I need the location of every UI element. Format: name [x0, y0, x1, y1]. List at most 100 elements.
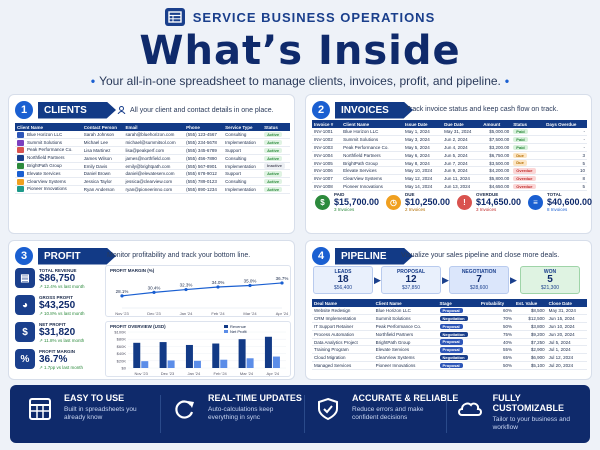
column-header[interactable]: Contact Person: [81, 123, 124, 131]
column-header[interactable]: Status: [511, 120, 545, 128]
summary-text: TOTAL $40,600.00 8 Invoices: [547, 192, 592, 212]
column-header[interactable]: Est. Value: [514, 299, 547, 307]
status-cell: Paid: [511, 143, 545, 152]
table-row[interactable]: ClearView Systems Jessica Taylor jessica@c…: [15, 177, 290, 187]
kpi-value: 36.7%: [39, 354, 68, 365]
pipeline-stage-proposal[interactable]: PROPOSAL 12 $37,850: [381, 266, 441, 294]
table-row[interactable]: INV-1002 Summit Solutions May 3, 2024 Jun 2…: [312, 135, 587, 145]
client-cell: ClearView Systems: [341, 174, 404, 184]
bar-revenue: [238, 339, 246, 368]
margin-data-label: 32.3%: [180, 283, 193, 288]
margin-data-label: 30.4%: [148, 285, 161, 290]
deal-cell: Training Program: [312, 345, 374, 355]
stage-badge: Proposal: [439, 362, 463, 369]
id-cell: INV-1001: [312, 128, 342, 137]
column-header[interactable]: Issue Date: [403, 120, 443, 128]
table-row[interactable]: Summit Solutions Michael Lee michael@summi…: [15, 138, 290, 148]
table-icon: [164, 8, 185, 26]
stage-badge: Proposal: [439, 347, 463, 353]
status-badge: Active: [264, 147, 283, 154]
table-row[interactable]: Blue Horizon LLC Sarah Johnson sarah@blueh…: [15, 131, 290, 140]
table-row[interactable]: Peak Performance Co. Lisa Martinez lisa@pe…: [15, 146, 290, 155]
close-cell: May 31, 2024: [546, 307, 587, 316]
prob-cell: 40%: [478, 338, 514, 347]
prob-cell: 50%: [478, 361, 514, 370]
column-header[interactable]: Phone: [184, 123, 224, 131]
amount-cell: $5,800.00: [481, 174, 512, 184]
table-row[interactable]: Data Analytics Project BrightPath Group Pr…: [312, 338, 587, 347]
kpi-change: ↗ 10.8% vs last month: [39, 311, 85, 316]
table-row[interactable]: CRM Implementation Summit Solutions Negoti…: [312, 314, 587, 324]
table-row[interactable]: Elevate Services Daniel Brown daniel@eleva…: [15, 169, 290, 179]
value-cell: $5,100: [514, 361, 547, 370]
pipeline-stage-won[interactable]: WON 5 $21,300: [520, 266, 580, 294]
column-header[interactable]: Client Name: [373, 299, 438, 307]
table-row[interactable]: INV-1007 ClearView Systems May 12, 2024 Jun…: [312, 174, 587, 184]
table-row[interactable]: Pioneer Innovations Ryan Anderson ryan@pio…: [15, 185, 290, 194]
bar-net-profit: [167, 360, 175, 368]
column-header[interactable]: Close Date: [546, 299, 587, 307]
pipeline-section: 4 PIPELINE Visualize your sales pipeline…: [305, 240, 592, 380]
bar-revenue: [159, 342, 167, 368]
stage-cell: Proposal: [437, 307, 479, 316]
pipeline-stage-leads[interactable]: LEADS 18 $56,400: [313, 266, 373, 294]
column-header[interactable]: Amount: [481, 120, 512, 128]
column-header[interactable]: Invoice #: [312, 120, 342, 128]
column-header[interactable]: Email: [123, 123, 185, 131]
people-icon: [117, 106, 126, 114]
column-header[interactable]: Due Date: [442, 120, 482, 128]
table-row[interactable]: Website Redesign Blue Horizon LLC Proposal…: [312, 307, 587, 316]
margin-data-label: 28.1%: [116, 289, 129, 294]
table-row[interactable]: BrightPath Group Emily Davis emily@brightp…: [15, 162, 290, 171]
client-name: Summit Solutions: [27, 139, 63, 145]
status-badge: Active: [264, 155, 283, 162]
contact-cell: Jessica Taylor: [81, 177, 124, 187]
column-header[interactable]: Deal Name: [312, 299, 374, 307]
column-header[interactable]: Stage: [437, 299, 479, 307]
column-header[interactable]: Client Name: [15, 123, 82, 131]
table-row[interactable]: Training Program Elevate Services Proposal…: [312, 345, 587, 355]
margin-line: [121, 282, 283, 297]
table-row[interactable]: Northfield Partners James Wilson james@nor…: [15, 154, 290, 163]
feature-text: ACCURATE & RELIABLE Reduce errors and mak…: [352, 393, 458, 422]
pipeline-table: Deal Name Client Name Stage Probability Est.…: [312, 299, 587, 370]
value-cell: $9,200: [514, 330, 547, 339]
column-header[interactable]: Probability: [478, 299, 514, 307]
column-header[interactable]: Status: [262, 123, 290, 131]
pipeline-stage-negotiation[interactable]: NEGOTIATION 7 $28,600: [449, 266, 509, 294]
table-row[interactable]: INV-1008 Pioneer Innovations May 14, 2024 J…: [312, 182, 587, 191]
stage-badge: Negotiation: [439, 354, 468, 361]
column-header[interactable]: Client Name: [341, 120, 404, 128]
summary-text: OVERDUE $14,650.00 3 Invoices: [476, 192, 521, 212]
table-row[interactable]: Process Automation Northfield Partners Neg…: [312, 330, 587, 339]
table-row[interactable]: Cloud Migration ClearView Systems Negotiat…: [312, 353, 587, 363]
summary-label: PAID: [334, 192, 345, 197]
overview-chart-title: PROFIT OVERVIEW (USD): [110, 324, 166, 329]
overdue-cell: 8: [544, 174, 587, 184]
table-row[interactable]: INV-1005 BrightPath Group May 8, 2024 Jun 7…: [312, 159, 587, 168]
legend-swatch: [224, 330, 228, 333]
table-row[interactable]: INV-1006 Elevate Services May 10, 2024 Jun …: [312, 166, 587, 176]
brand: SERVICE BUSINESS OPERATIONS: [0, 8, 600, 26]
column-header[interactable]: Service Type: [223, 123, 263, 131]
close-cell: Jun 15, 2024: [546, 314, 587, 324]
table-row[interactable]: INV-1001 Blue Horizon LLC May 1, 2024 May 3…: [312, 128, 587, 137]
table-row[interactable]: INV-1004 Northfield Partners May 6, 2024 Ju…: [312, 151, 587, 160]
table-row[interactable]: Managed Services Pioneer Innovations Propo…: [312, 361, 587, 370]
id-cell: INV-1004: [312, 151, 342, 160]
client-cell: Blue Horizon LLC: [373, 307, 438, 316]
stage-count: 12: [405, 274, 417, 285]
table-row[interactable]: INV-1003 Peak Performance Co. May 5, 2024 J…: [312, 143, 587, 152]
kpi-text: NET PROFIT $31,820 ↗ 11.8% vs last month: [39, 322, 84, 344]
summary-label: OVERDUE: [476, 192, 499, 197]
client-name: Blue Horizon LLC: [27, 131, 63, 137]
kpi-change: ↗ 11.8% vs last month: [39, 338, 85, 343]
column-header[interactable]: Days Overdue: [544, 120, 587, 128]
summary-value: $15,700.00: [334, 197, 380, 207]
table-row[interactable]: IT Support Retainer Peak Performance Co. P…: [312, 322, 587, 331]
client-name: Peak Performance Co.: [27, 147, 73, 153]
margin-data-label: 35.0%: [244, 279, 257, 284]
amount-cell: $4,200.00: [481, 166, 512, 176]
client-logo-icon: [17, 131, 24, 138]
client-name-cell: Elevate Services: [15, 169, 82, 179]
